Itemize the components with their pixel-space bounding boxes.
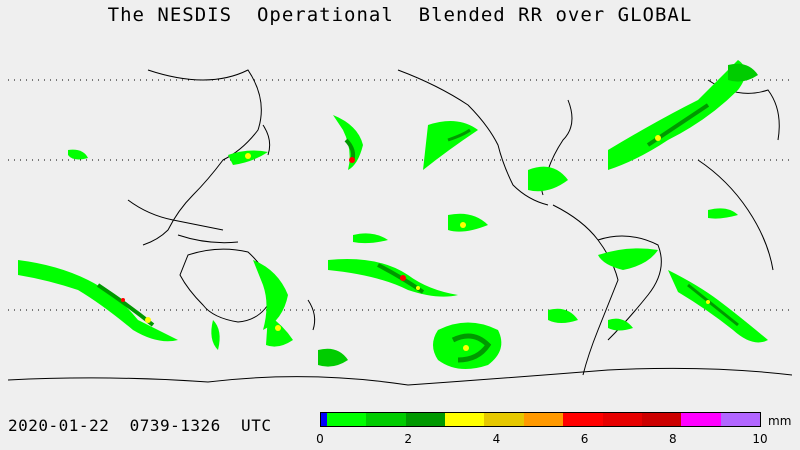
rain-patches	[18, 60, 768, 369]
colorbar-segment	[681, 413, 721, 426]
date-time-range: 2020-01-22 0739-1326 UTC	[8, 416, 272, 435]
colorbar-segment	[327, 413, 367, 426]
colorbar-tick-label: 4	[492, 432, 501, 446]
colorbar-segment	[523, 413, 564, 426]
colorbar-segment	[366, 413, 406, 426]
colorbar-segment	[405, 413, 446, 426]
colorbar-segment	[641, 413, 682, 426]
colorbar-unit: mm	[768, 414, 792, 428]
colorbar-segment	[445, 413, 485, 426]
colorbar-tick-label: 6	[580, 432, 589, 446]
colorbar-tick-label: 8	[668, 432, 677, 446]
colorbar-segment	[484, 413, 524, 426]
colorbar-tick-label: 2	[404, 432, 413, 446]
map-title: The NESDIS Operational Blended RR over G…	[107, 4, 693, 26]
colorbar-segment	[602, 413, 642, 426]
colorbar-segment	[321, 413, 327, 426]
colorbar-tick-label: 10	[752, 432, 768, 446]
rainfall-map	[8, 30, 792, 406]
map-canvas	[8, 60, 792, 386]
colorbar-segment	[563, 413, 603, 426]
rainfall-colorbar	[320, 412, 761, 427]
colorbar-segment	[720, 413, 760, 426]
colorbar-tick-label: 0	[316, 432, 324, 446]
